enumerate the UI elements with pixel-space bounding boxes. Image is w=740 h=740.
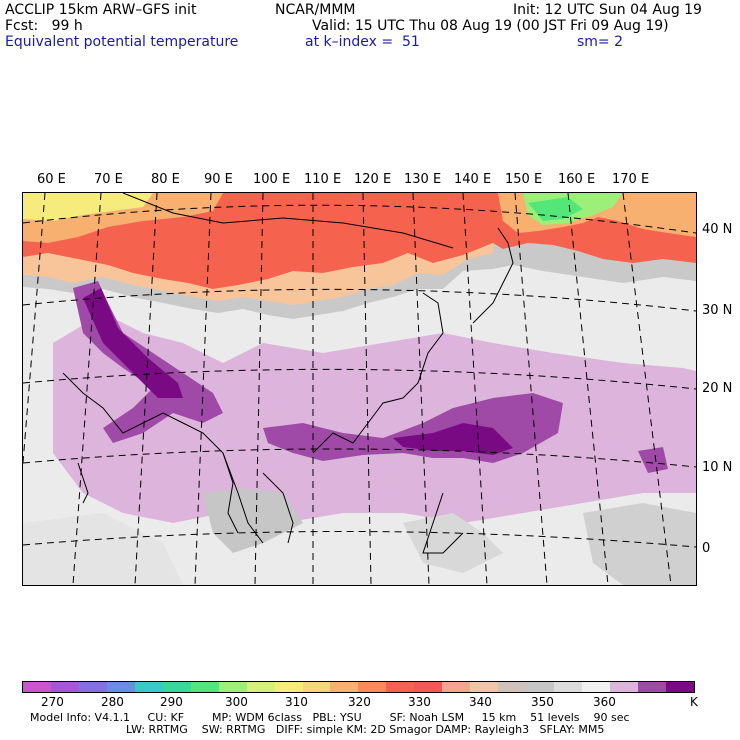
longitude-label: 100 E (253, 172, 291, 187)
colorbar-swatch (106, 682, 135, 692)
colorbar-swatch (442, 682, 471, 692)
longitude-label: 90 E (204, 172, 233, 187)
colorbar-swatch (302, 682, 331, 692)
model-level: at k–index = 51 (305, 34, 420, 50)
colorbar-swatch (610, 682, 638, 692)
longitude-label: 160 E (558, 172, 596, 187)
colorbar-swatch (554, 682, 583, 692)
colorbar-swatch (274, 682, 303, 692)
colorbar-swatch (386, 682, 415, 692)
colorbar-tick: 270 (41, 695, 64, 709)
smoothing-label: sm= 2 (577, 34, 624, 50)
coastlines (62, 193, 514, 554)
latitude-label: 40 N (702, 222, 733, 237)
colorbar-tick: 320 (348, 695, 371, 709)
colorbar-tick: 310 (285, 695, 308, 709)
longitude-label: 80 E (151, 172, 180, 187)
colorbar-swatch (162, 682, 191, 692)
colorbar-swatch (637, 682, 666, 692)
forecast-hour: Fcst: 99 h (5, 18, 83, 34)
colorbar-swatch (218, 682, 247, 692)
latitude-label: 30 N (702, 303, 733, 318)
colorbar-swatch (23, 682, 51, 692)
longitude-label: 140 E (454, 172, 492, 187)
longitude-label: 110 E (304, 172, 342, 187)
colorbar-swatch (358, 682, 387, 692)
longitude-label: 120 E (354, 172, 392, 187)
valid-time: Valid: 15 UTC Thu 08 Aug 19 (00 JST Fri … (312, 18, 669, 34)
latitude-label: 10 N (702, 460, 733, 475)
colorbar-swatch (414, 682, 443, 692)
colorbar-unit: K (690, 695, 698, 709)
latitude-label: 0 (702, 541, 711, 556)
colorbar-tick: 290 (160, 695, 183, 709)
organization-label: NCAR/MMM (275, 2, 356, 18)
model-title: ACCLIP 15km ARW–GFS init (5, 2, 197, 18)
colorbar-swatch (526, 682, 555, 692)
graticule (23, 193, 696, 585)
longitude-label: 130 E (404, 172, 442, 187)
colorbar-swatch (330, 682, 359, 692)
longitude-label: 60 E (37, 172, 66, 187)
colorbar-tick: 340 (469, 695, 492, 709)
colorbar-tick: 360 (593, 695, 616, 709)
colorbar-swatch (470, 682, 499, 692)
colorbar-swatch (246, 682, 275, 692)
colorbar-swatch (134, 682, 163, 692)
colorbar-swatch (665, 682, 694, 692)
model-info-line2: LW: RRTMG SW: RRTMG DIFF: simple KM: 2D … (126, 723, 605, 736)
colorbar-swatch (50, 682, 79, 692)
model-info-line1: Model Info: V4.1.1 CU: KF MP: WDM 6class… (30, 711, 630, 724)
longitude-label: 170 E (612, 172, 650, 187)
colorbar-tick: 300 (225, 695, 248, 709)
colorbar-swatch (78, 682, 107, 692)
colorbar-tick: 350 (531, 695, 554, 709)
latitude-label: 20 N (702, 381, 733, 396)
colorbar-swatch (582, 682, 611, 692)
colorbar-swatch (190, 682, 219, 692)
field-name: Equivalent potential temperature (5, 34, 239, 50)
colorbar-tick: 280 (101, 695, 124, 709)
longitude-label: 70 E (94, 172, 123, 187)
longitude-label: 150 E (505, 172, 543, 187)
init-time: Init: 12 UTC Sun 04 Aug 19 (513, 2, 702, 18)
colorbar-tick: 330 (408, 695, 431, 709)
colorbar-swatch (498, 682, 527, 692)
theta-e-field (23, 193, 696, 585)
map-panel (22, 192, 697, 586)
colorbar (22, 681, 695, 693)
